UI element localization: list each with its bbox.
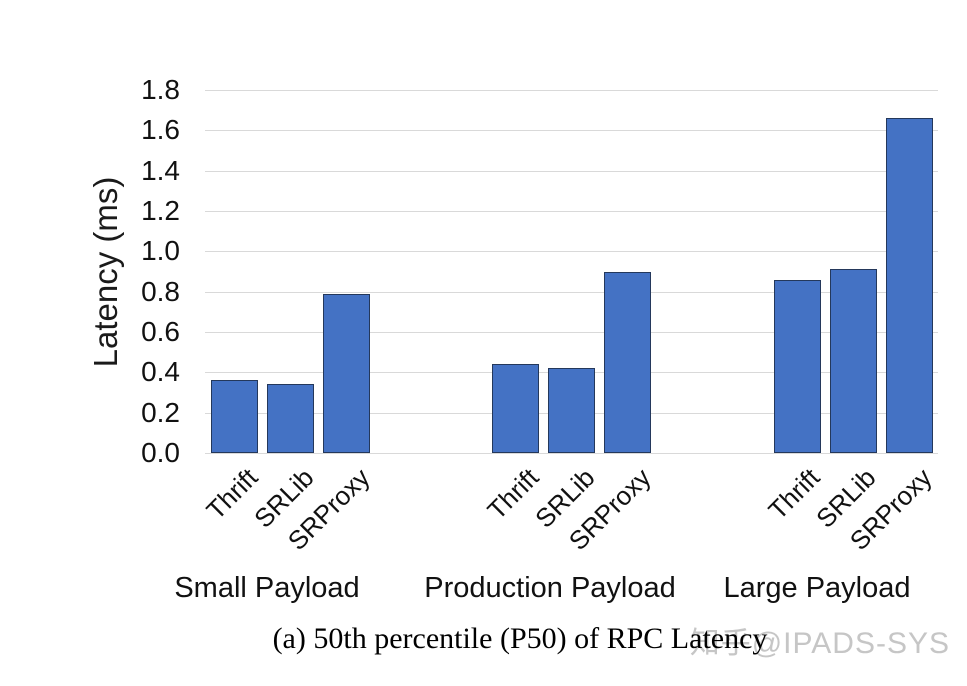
gridline bbox=[205, 211, 938, 212]
bar-srproxy-2 bbox=[604, 271, 651, 453]
bar-thrift-1 bbox=[211, 380, 258, 453]
figure-caption: (a) 50th percentile (P50) of RPC Latency bbox=[272, 622, 768, 655]
bar-thrift-3 bbox=[773, 279, 821, 453]
y-axis-tick-label: 1.0 bbox=[141, 235, 180, 267]
y-axis-tick-label: 0.0 bbox=[141, 437, 180, 468]
y-axis-tick-label: 0.8 bbox=[141, 275, 180, 307]
x-axis-group-label: Production Payload bbox=[424, 572, 676, 604]
y-axis-tick-label: 1.4 bbox=[141, 154, 180, 186]
gridline bbox=[205, 90, 938, 91]
watermark: 知乎@IPADS-SYS bbox=[689, 627, 950, 660]
gridline bbox=[205, 251, 938, 253]
gridline bbox=[205, 291, 938, 293]
y-axis-tick-label: 0.6 bbox=[141, 316, 180, 347]
bar-thrift-2 bbox=[492, 364, 539, 453]
gridline bbox=[205, 332, 938, 333]
bar-srlib-2 bbox=[548, 368, 595, 453]
y-axis-tick-label: 0.2 bbox=[141, 396, 180, 428]
bar-srlib-3 bbox=[829, 269, 877, 453]
y-axis-tick-label: 1.2 bbox=[141, 195, 180, 226]
y-axis-tick-label: 1.6 bbox=[141, 114, 180, 146]
bar-srproxy-1 bbox=[323, 293, 370, 453]
gridline bbox=[205, 130, 938, 132]
x-axis-group-label: Large Payload bbox=[723, 572, 911, 604]
bar-srproxy-3 bbox=[885, 118, 933, 453]
y-axis-tick-label: 1.8 bbox=[141, 74, 180, 105]
x-axis-group-label: Small Payload bbox=[174, 572, 360, 604]
gridline bbox=[205, 453, 938, 454]
bar-srlib-1 bbox=[267, 384, 314, 453]
gridline bbox=[205, 170, 938, 172]
y-axis-tick-label: 0.4 bbox=[141, 356, 180, 388]
